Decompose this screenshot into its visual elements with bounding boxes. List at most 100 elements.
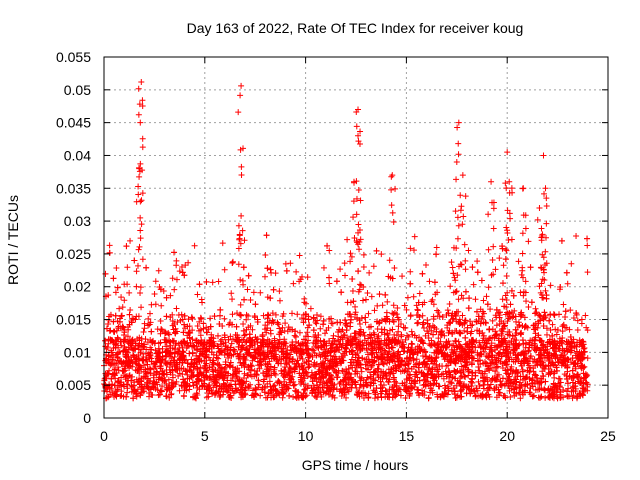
data-point [125, 353, 132, 360]
data-point [557, 391, 564, 398]
data-point [465, 372, 472, 379]
data-point [373, 349, 380, 356]
data-point [130, 395, 137, 402]
data-point [418, 336, 425, 343]
data-point [263, 329, 270, 336]
data-point [267, 266, 274, 273]
data-point [459, 321, 466, 328]
data-point [250, 289, 257, 296]
data-point [551, 312, 558, 319]
data-point [403, 306, 410, 313]
data-point [275, 378, 282, 385]
data-point [296, 329, 303, 336]
data-point [121, 329, 128, 336]
data-point [332, 369, 339, 376]
data-point [547, 327, 554, 334]
data-point [263, 232, 270, 239]
data-point [132, 345, 139, 352]
data-point [423, 261, 430, 268]
data-point [323, 365, 330, 372]
data-point [305, 357, 312, 364]
data-point [346, 348, 353, 355]
data-point [386, 327, 393, 334]
data-point [218, 369, 225, 376]
data-point [469, 337, 476, 344]
data-point [537, 354, 544, 361]
data-point [347, 323, 354, 330]
data-point [472, 296, 479, 303]
data-point [342, 317, 349, 324]
data-point [524, 360, 531, 367]
data-point [364, 351, 371, 358]
data-point [561, 371, 568, 378]
data-point [553, 331, 560, 338]
data-point [410, 363, 417, 370]
data-point [360, 264, 367, 271]
data-point [525, 238, 532, 245]
data-point [128, 317, 135, 324]
data-point [258, 362, 265, 369]
data-point [309, 387, 316, 394]
data-point [255, 384, 262, 391]
data-point [315, 344, 322, 351]
data-point [424, 372, 431, 379]
data-point [147, 386, 154, 393]
data-point [493, 364, 500, 371]
data-point [522, 289, 529, 296]
data-point [475, 357, 482, 364]
data-point [446, 301, 453, 308]
data-point [435, 344, 442, 351]
data-point [551, 368, 558, 375]
data-point [253, 371, 260, 378]
data-point [584, 269, 591, 276]
data-point [554, 395, 561, 402]
data-point [396, 364, 403, 371]
data-point [203, 373, 210, 380]
data-point [279, 324, 286, 331]
data-point [478, 277, 485, 284]
data-point [438, 350, 445, 357]
data-point [405, 333, 412, 340]
data-point [504, 331, 511, 338]
data-point [130, 389, 137, 396]
data-point [444, 307, 451, 314]
data-point [343, 394, 350, 401]
data-point [152, 278, 159, 285]
data-point [210, 360, 217, 367]
data-point [404, 368, 411, 375]
data-point [271, 364, 278, 371]
data-point [522, 381, 529, 388]
data-point [556, 311, 563, 318]
data-point [578, 375, 585, 382]
data-point [546, 355, 553, 362]
data-point [565, 357, 572, 364]
data-point [129, 336, 136, 343]
data-point [320, 367, 327, 374]
data-point [225, 336, 232, 343]
data-point [467, 330, 474, 337]
data-point [480, 375, 487, 382]
data-point [390, 318, 397, 325]
data-point [452, 369, 459, 376]
data-point [374, 302, 381, 309]
data-point [419, 270, 426, 277]
data-point [502, 367, 509, 374]
data-point [375, 320, 382, 327]
data-point [378, 329, 385, 336]
data-point [357, 381, 364, 388]
data-point [560, 301, 567, 308]
data-point [264, 265, 271, 272]
data-point [293, 360, 300, 367]
data-point [556, 375, 563, 382]
data-point [456, 367, 463, 374]
data-point [261, 273, 268, 280]
data-point [430, 375, 437, 382]
data-point [202, 362, 209, 369]
data-point [581, 363, 588, 370]
data-point [380, 368, 387, 375]
data-point [115, 378, 122, 385]
data-point [276, 288, 283, 295]
data-point [390, 374, 397, 381]
data-point [124, 385, 131, 392]
data-point [190, 364, 197, 371]
